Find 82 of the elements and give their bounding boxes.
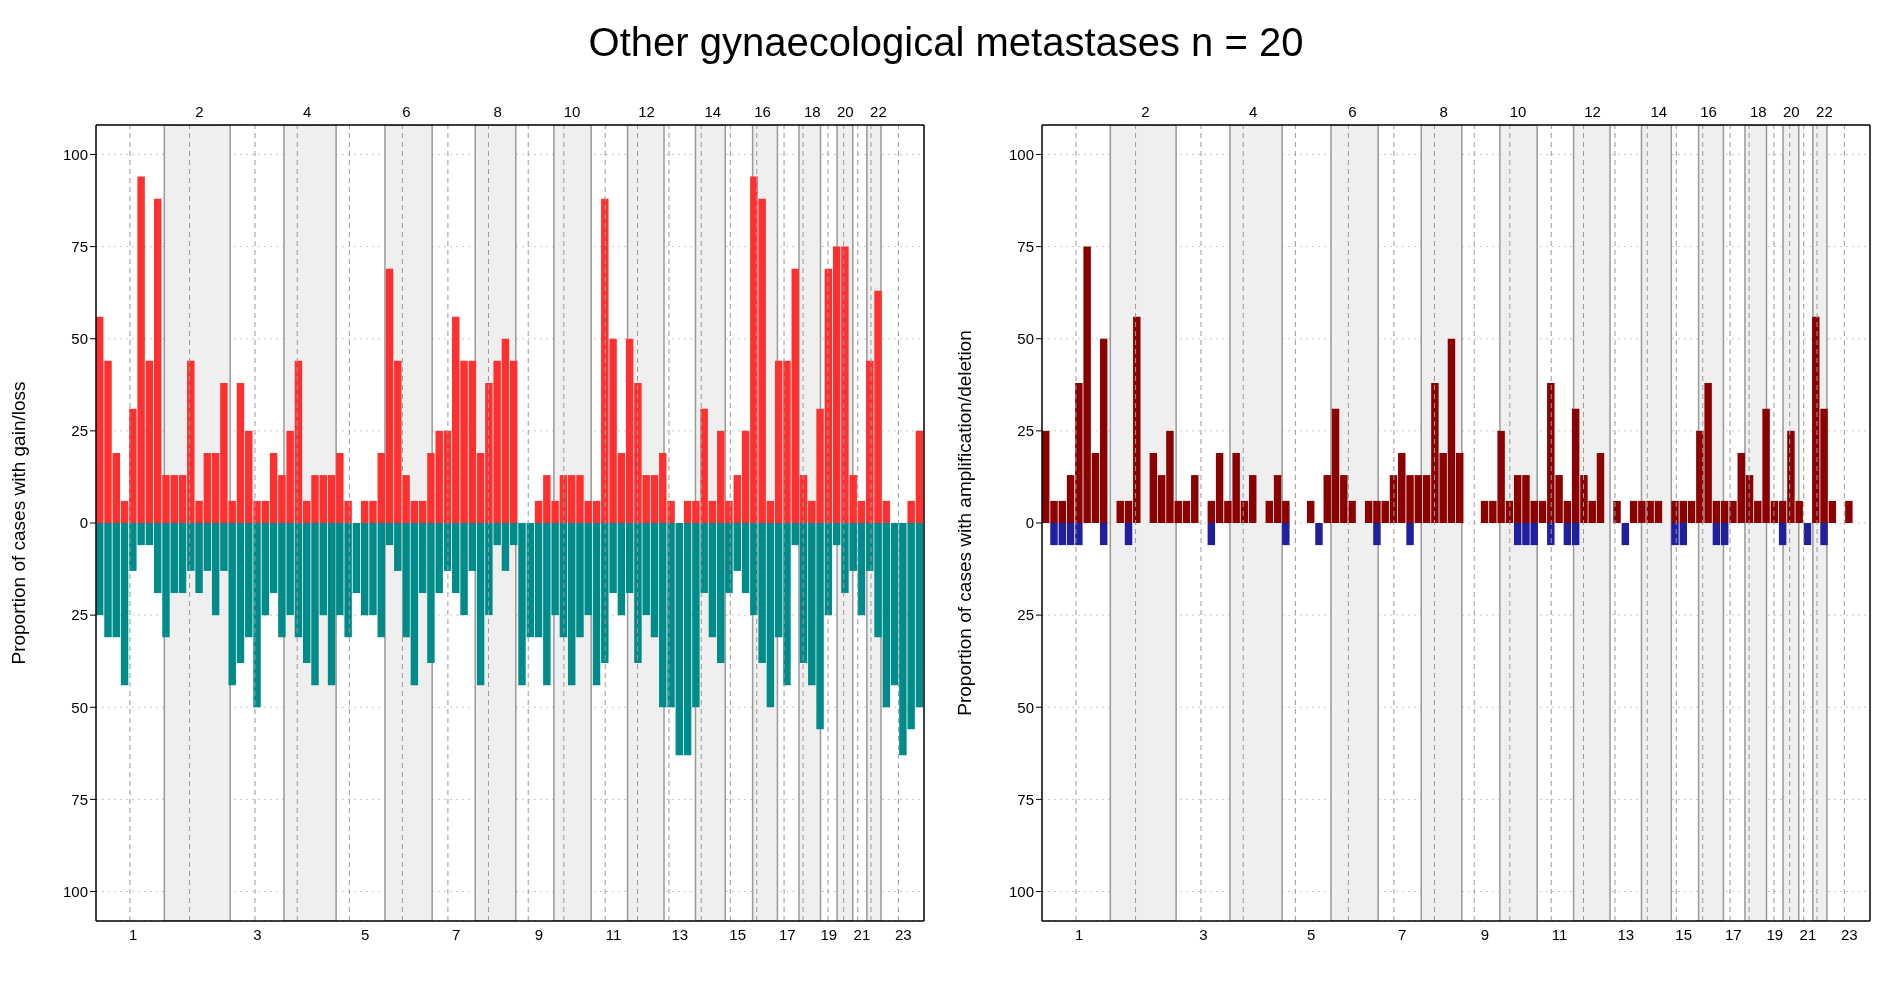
bar	[1306, 500, 1315, 523]
bar	[1820, 523, 1828, 546]
x-tick-label: 11	[1551, 925, 1568, 943]
x-tick-label: 1	[1075, 925, 1084, 943]
y-tick-label: 75	[71, 237, 88, 255]
x-tick-label: 16	[1700, 103, 1717, 120]
bar	[1406, 523, 1414, 546]
x-tick-label: 6	[1348, 103, 1357, 120]
y-tick-label: 100	[62, 882, 88, 900]
x-tick-label: 15	[1675, 925, 1693, 943]
bar	[1613, 500, 1621, 523]
y-tick-label: 25	[71, 422, 88, 440]
y-tick-label: 25	[71, 606, 88, 624]
y-tick-label: 50	[71, 330, 88, 348]
x-tick-label: 10	[1509, 103, 1527, 120]
x-tick-label: 11	[605, 925, 622, 943]
x-tick-label: 21	[853, 925, 871, 943]
bar	[1282, 523, 1290, 546]
y-tick-label: 0	[79, 514, 88, 532]
bar	[1778, 523, 1787, 546]
x-tick-label: 18	[803, 103, 821, 120]
x-tick-label: 13	[1617, 925, 1635, 943]
x-tick-label: 16	[754, 103, 771, 120]
x-tick-label: 7	[1398, 925, 1407, 943]
x-tick-label: 9	[534, 925, 544, 943]
bar	[1207, 523, 1216, 546]
x-tick-label: 20	[837, 103, 854, 120]
x-tick-label: 3	[1199, 925, 1208, 943]
x-tick-label: 21	[1799, 925, 1817, 943]
y-tick-label: 75	[1017, 237, 1034, 255]
bar	[1547, 523, 1555, 546]
x-tick-label: 2	[1141, 103, 1150, 120]
x-tick-label: 6	[402, 103, 411, 120]
y-axis-title: Proportion of cases with amplification/deletion	[953, 330, 975, 716]
y-tick-label: 50	[71, 698, 88, 716]
y-tick-label: 75	[1017, 790, 1034, 808]
x-tick-label: 10	[563, 103, 581, 120]
x-tick-label: 23	[894, 925, 912, 943]
x-tick-label: 2	[195, 103, 204, 120]
x-tick-label: 4	[302, 103, 312, 120]
x-tick-label: 20	[1783, 103, 1800, 120]
x-tick-label: 9	[1480, 925, 1490, 943]
y-tick-label: 25	[1017, 422, 1034, 440]
x-tick-label: 14	[1650, 103, 1668, 120]
x-tick-label: 22	[1816, 103, 1833, 120]
y-tick-label: 0	[1025, 514, 1034, 532]
x-tick-label: 5	[360, 925, 370, 943]
bar	[1315, 523, 1323, 546]
x-tick-label: 18	[1749, 103, 1767, 120]
y-axis-title: Proportion of cases with gain/loss	[7, 381, 29, 665]
y-tick-label: 100	[1008, 882, 1034, 900]
bar	[1373, 523, 1381, 546]
bar	[1124, 523, 1133, 546]
x-tick-label: 7	[452, 925, 461, 943]
x-tick-label: 15	[729, 925, 747, 943]
y-tick-label: 50	[1017, 330, 1034, 348]
x-tick-label: 8	[1439, 103, 1448, 120]
bar	[1803, 523, 1812, 546]
x-tick-label: 4	[1248, 103, 1258, 120]
y-tick-label: 25	[1017, 606, 1034, 624]
x-tick-label: 3	[253, 925, 262, 943]
x-tick-label: 14	[704, 103, 722, 120]
bar	[1621, 523, 1630, 546]
bar	[1845, 500, 1853, 523]
x-tick-label: 13	[671, 925, 689, 943]
y-tick-label: 100	[62, 145, 88, 163]
x-tick-label: 23	[1840, 925, 1858, 943]
y-tick-label: 50	[1017, 698, 1034, 716]
chart-title: Other gynaecological metastases n = 20	[587, 19, 1305, 66]
x-tick-label: 22	[870, 103, 887, 120]
x-tick-label: 12	[638, 103, 655, 120]
x-tick-label: 5	[1306, 925, 1316, 943]
bar	[1099, 523, 1108, 546]
x-tick-label: 1	[129, 925, 138, 943]
x-tick-label: 19	[1766, 925, 1784, 943]
x-tick-label: 17	[779, 925, 796, 943]
y-tick-label: 75	[71, 790, 88, 808]
y-tick-label: 100	[1008, 145, 1034, 163]
x-tick-label: 17	[1725, 925, 1742, 943]
x-tick-label: 12	[1584, 103, 1601, 120]
x-tick-label: 19	[820, 925, 838, 943]
x-tick-label: 8	[493, 103, 502, 120]
